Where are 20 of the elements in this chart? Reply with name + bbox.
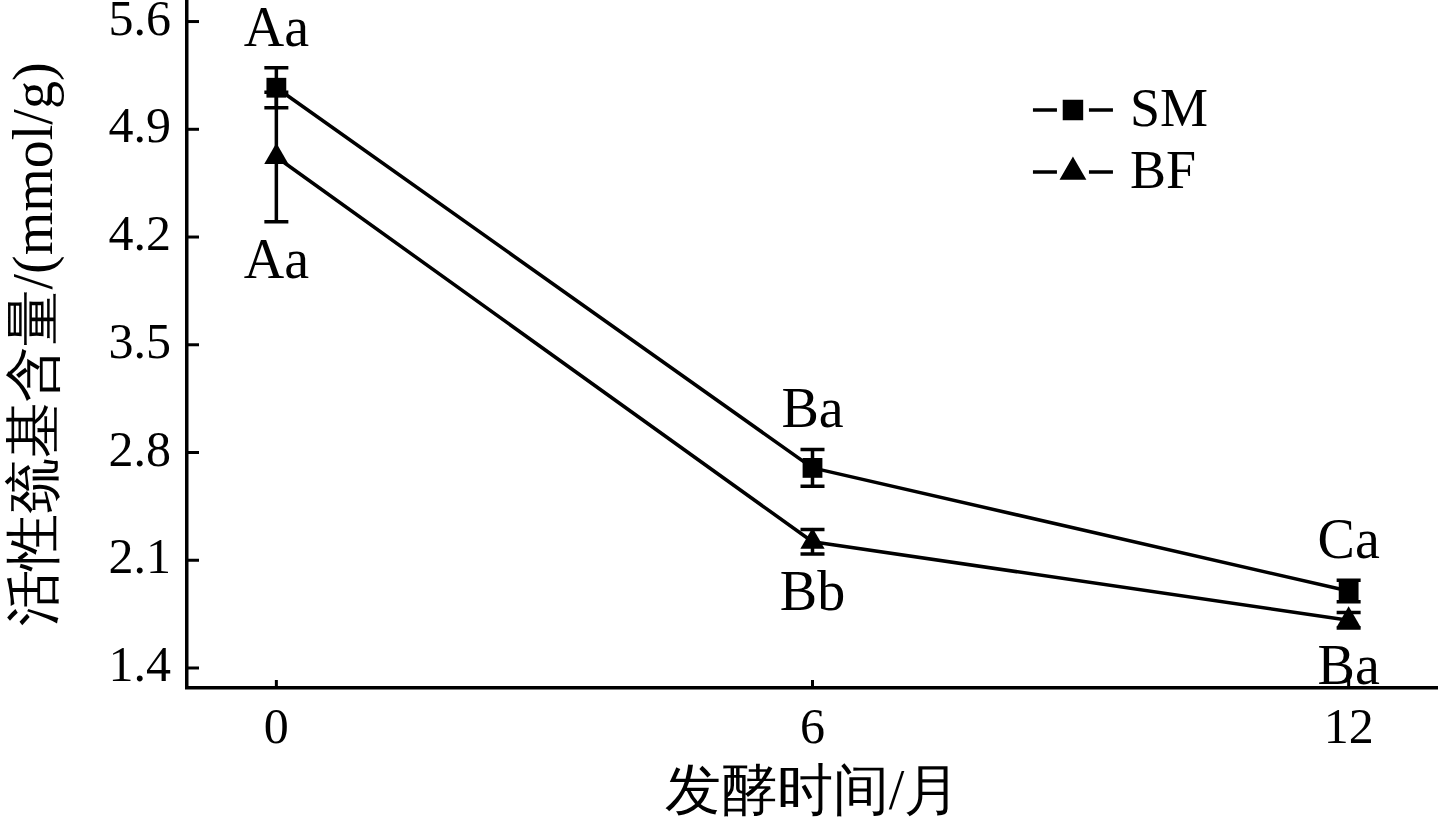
annotation: Ca — [1317, 508, 1380, 571]
annotation: Ba — [1317, 633, 1380, 696]
x-tick-label: 0 — [263, 698, 289, 755]
legend-label: BF — [1129, 140, 1197, 201]
annotation: Bb — [779, 560, 846, 623]
y-axis-title: 活性巯基含量/(mmol/g) — [2, 62, 66, 626]
annotation: Aa — [243, 227, 310, 290]
x-tick-label: 12 — [1323, 698, 1374, 755]
y-tick-label: 2.8 — [108, 420, 171, 477]
y-tick-label: 5.6 — [108, 0, 171, 46]
x-axis-title: 发酵时间/月 — [664, 759, 961, 822]
x-tick-label: 6 — [800, 698, 825, 755]
annotation: Ba — [781, 377, 844, 440]
legend-label: SM — [1129, 78, 1208, 139]
y-tick-label: 1.4 — [108, 636, 171, 693]
y-tick-label: 2.1 — [108, 528, 171, 585]
annotation: Aa — [243, 0, 310, 58]
y-tick-label: 4.2 — [108, 205, 171, 262]
y-tick-label: 4.9 — [108, 97, 171, 154]
y-tick-label: 3.5 — [108, 312, 171, 369]
